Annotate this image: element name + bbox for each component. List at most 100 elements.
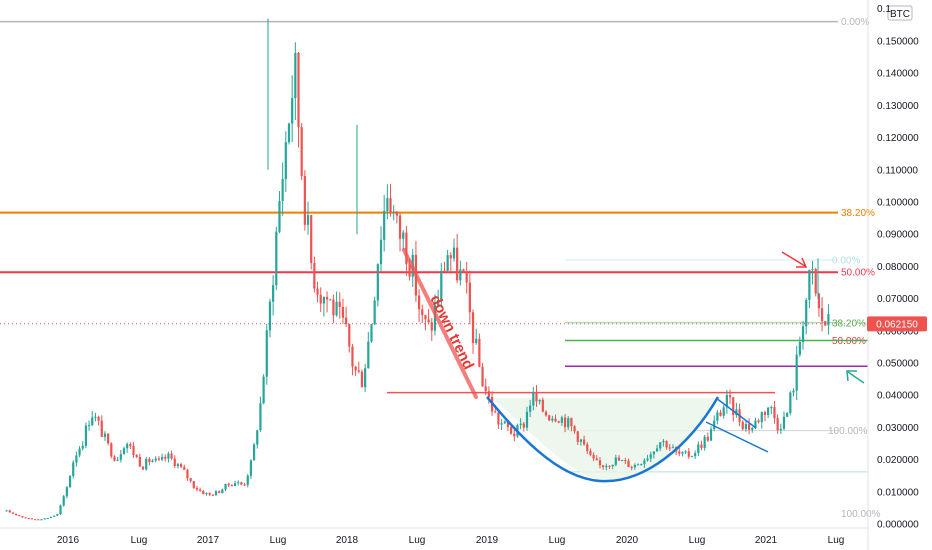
candle-body [34,519,37,521]
y-axis[interactable]: 0.000000 0.010000 0.020000 0.030000 0.040000… [867,0,919,550]
candle-body [792,390,795,393]
candlestick-series [5,18,830,521]
candle-body [484,386,487,392]
candle-body [697,444,700,454]
candle-body [735,409,738,416]
candle-body [233,483,237,486]
candle-body [195,488,199,490]
fib-label: 50.00% [832,336,866,347]
candle-body [21,516,24,518]
candle-body [468,282,471,313]
candle-body [744,424,748,430]
y-tick-label: 0.010000 [877,487,919,498]
candle-body [392,212,395,214]
candle-body [421,309,424,316]
candle-body [563,417,567,428]
candle-body [272,285,275,302]
candle-body [614,457,617,465]
candle-body [811,268,814,271]
cup-fill [487,395,716,481]
candle-body [763,412,767,416]
candle-body [240,482,243,485]
candle-body [636,464,640,466]
candle-body [424,315,427,320]
candle-body [138,456,141,467]
candle-body [24,517,27,519]
candle-body [164,456,167,459]
candle-body [221,489,224,493]
candle-body [87,425,91,427]
candle-body [224,483,227,490]
candle-body [754,420,757,429]
candle-body [135,455,138,457]
candle-body [357,370,360,372]
candle-body [586,444,589,452]
candle-body [789,392,792,414]
candle-body [456,247,459,281]
candle-body [481,366,484,387]
candle-body [11,512,15,514]
candle-body [65,487,68,497]
candle-body [78,448,81,456]
candle-body [592,454,595,459]
candle-body [627,460,630,468]
candle-body [18,515,21,517]
candle-body [427,319,430,323]
candle-body [567,418,570,428]
candle-body [94,416,97,418]
candle-body [741,421,744,430]
candle-body [348,323,351,347]
currency-badge: BTC [887,5,913,21]
candle-body [265,330,268,377]
candle-body [275,231,278,286]
level-label: 38.20% [841,208,875,219]
candle-body [148,458,151,463]
candle-body [395,212,398,216]
candle-body [522,423,525,428]
candle-body [192,481,195,489]
candle-body [694,453,697,457]
candle-body [808,270,811,300]
candle-body [437,300,440,305]
y-tick-label: 0.020000 [877,455,919,466]
candle-body [722,407,725,416]
candle-body [179,464,183,467]
candle-body [716,412,719,421]
candle-body [116,459,119,461]
y-tick-label: 0.100000 [877,198,919,209]
y-tick-label: 0.050000 [877,359,919,370]
candle-body [557,421,560,423]
y-tick-label: 0.070000 [877,294,919,305]
candle-body [103,433,107,437]
candle-body [725,395,728,408]
candle-body [170,453,173,459]
candle-body [278,201,281,232]
candle-body [84,425,88,446]
candle-body [595,458,598,461]
candle-body [37,519,40,521]
candle-body [782,416,786,429]
candle-body [373,300,376,325]
candle-body [68,476,72,488]
y-tick-label: 0.060000 [877,326,919,337]
candle-body [538,399,541,402]
candle-body [747,424,751,430]
fib-label: 100.00% [828,426,868,437]
candle-body [535,392,538,402]
candle-body [471,312,475,344]
candle-body [824,321,827,326]
x-axis[interactable]: 2016 Lug 2017 Lug 2018 Lug 2019 Lug 2020 Lug 2021 L… [0,527,868,546]
y-tick-label: 0.000000 [877,520,919,531]
cup-shaded-area [487,395,716,481]
candle-body [62,496,65,506]
level-label: 0.00% [841,17,869,28]
candle-body [462,269,465,272]
red-arrow-icon [781,251,808,268]
candle-body [582,439,586,445]
candle-body [151,460,154,463]
candle-body [408,264,411,277]
candle-body [659,442,662,449]
candle-body [820,308,824,322]
candle-body [145,458,148,470]
